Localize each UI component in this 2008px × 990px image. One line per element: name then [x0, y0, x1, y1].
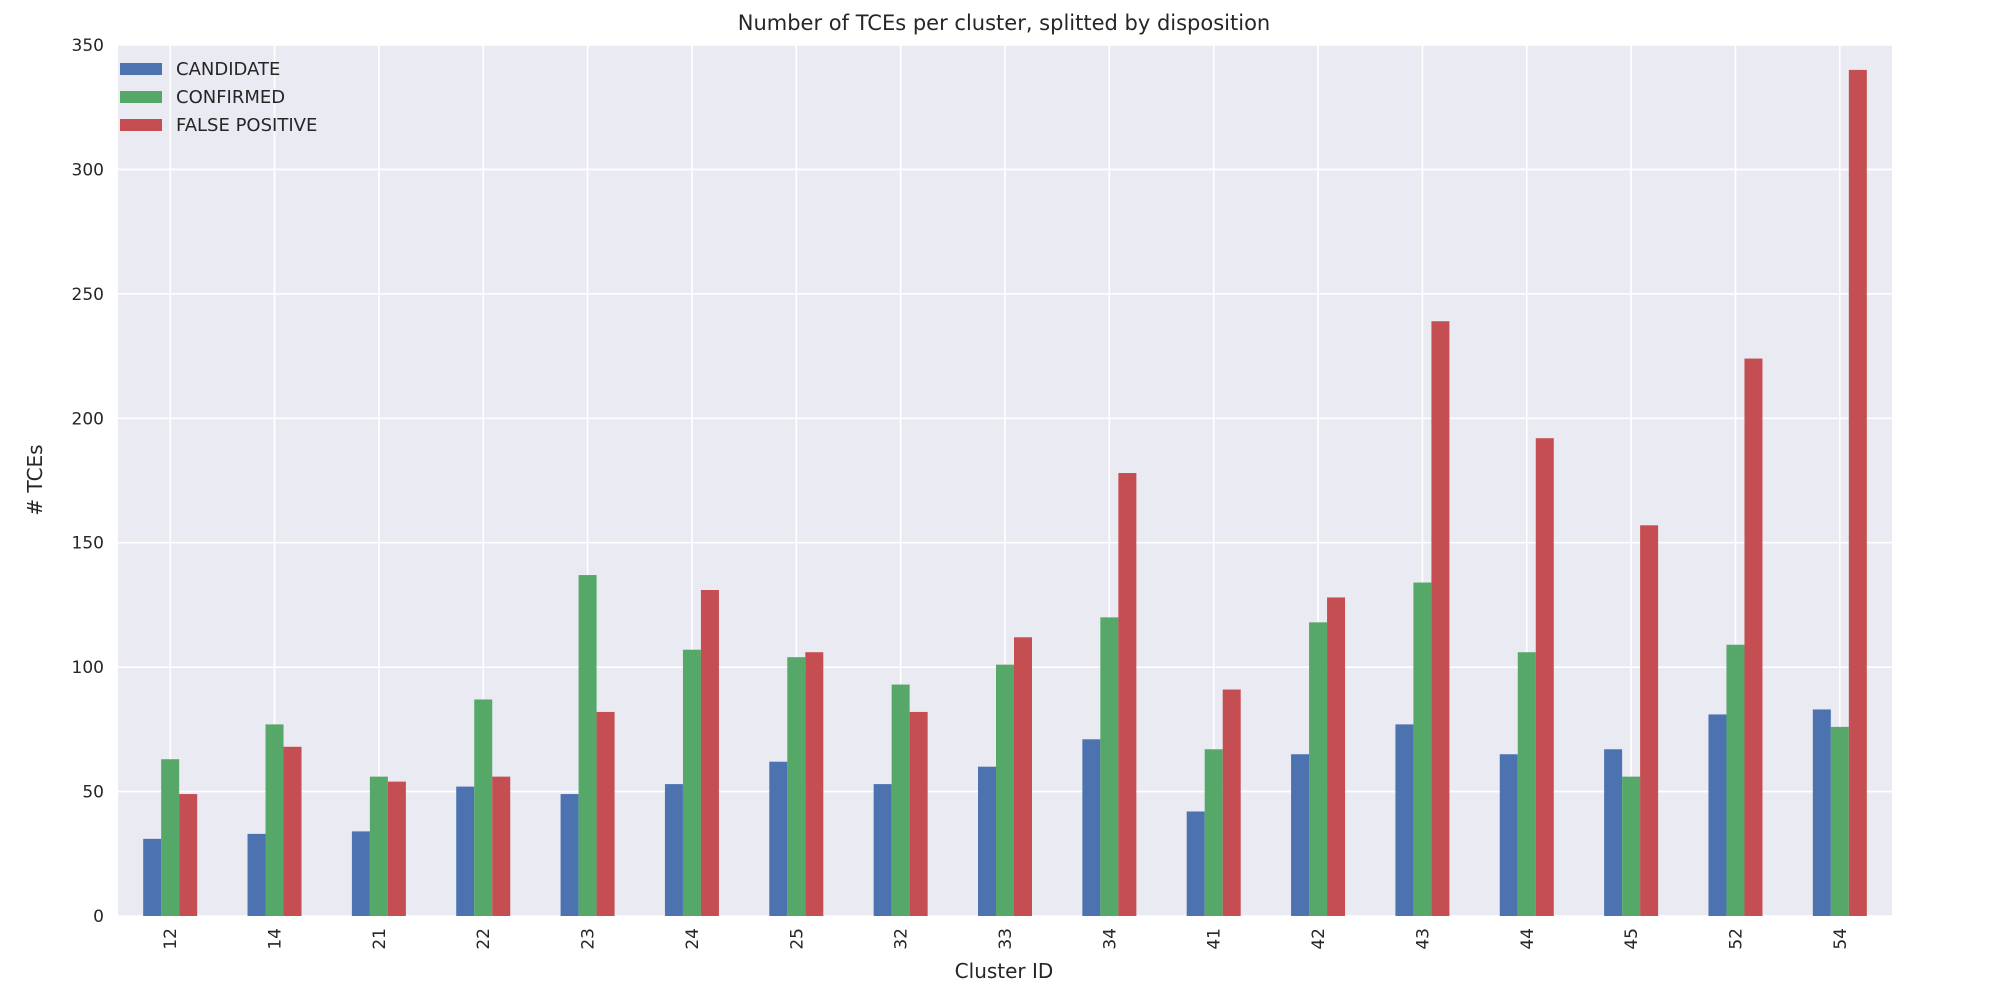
x-tick-label: 22: [474, 928, 494, 950]
bar-candidate-52: [1708, 714, 1727, 916]
x-tick-label: 45: [1622, 928, 1642, 950]
bar-confirmed-14: [265, 724, 284, 916]
bar-candidate-25: [769, 761, 788, 916]
bar-confirmed-23: [578, 575, 597, 916]
bar-candidate-21: [351, 831, 370, 916]
x-tick-label: 33: [996, 928, 1016, 950]
x-tick-label: 12: [161, 928, 181, 950]
bar-false-positive-42: [1327, 597, 1346, 916]
x-tick-label: 41: [1205, 928, 1225, 950]
bar-candidate-41: [1186, 811, 1205, 916]
y-tick-label: 200: [72, 409, 104, 429]
x-tick-label: 43: [1413, 928, 1433, 950]
bar-confirmed-41: [1204, 749, 1223, 916]
legend-label-confirmed: CONFIRMED: [176, 87, 285, 108]
x-tick-label: 25: [787, 928, 807, 950]
bar-confirmed-22: [474, 699, 493, 916]
bar-false-positive-23: [596, 711, 615, 916]
bar-false-positive-43: [1431, 321, 1450, 916]
legend-swatch-candidate: [120, 63, 162, 75]
bar-confirmed-54: [1830, 726, 1849, 916]
x-axis-label: Cluster ID: [955, 959, 1054, 983]
y-tick-label: 250: [72, 285, 104, 305]
bar-confirmed-52: [1726, 644, 1745, 916]
bar-confirmed-33: [996, 664, 1014, 916]
bar-confirmed-45: [1622, 776, 1641, 916]
bar-confirmed-32: [891, 684, 910, 916]
y-tick-label: 300: [72, 160, 104, 180]
bar-false-positive-54: [1848, 69, 1867, 916]
y-tick-label: 50: [82, 783, 104, 803]
x-tick-label: 34: [1100, 928, 1120, 950]
bar-candidate-23: [560, 794, 579, 916]
x-tick-label: 42: [1309, 928, 1329, 950]
bar-false-positive-52: [1744, 358, 1763, 916]
legend-swatch-false-positive: [120, 119, 162, 131]
y-tick-label: 100: [72, 658, 104, 678]
chart-title: Number of TCEs per cluster, splitted by …: [738, 11, 1270, 35]
x-tick-label: 44: [1518, 928, 1538, 950]
bar-candidate-45: [1604, 749, 1623, 916]
bar-candidate-12: [143, 838, 162, 916]
bar-confirmed-25: [787, 657, 806, 916]
bar-candidate-24: [664, 784, 683, 916]
bar-false-positive-12: [179, 794, 198, 916]
bar-candidate-22: [456, 786, 475, 916]
bar-candidate-34: [1082, 739, 1101, 916]
bar-false-positive-34: [1118, 473, 1137, 916]
bar-confirmed-21: [369, 776, 388, 916]
bar-false-positive-44: [1535, 438, 1554, 916]
bar-false-positive-14: [283, 746, 302, 916]
bar-candidate-43: [1395, 724, 1414, 916]
legend-label-candidate: CANDIDATE: [176, 59, 280, 80]
bar-candidate-44: [1499, 754, 1518, 916]
bar-confirmed-12: [161, 759, 180, 916]
bar-false-positive-33: [1014, 637, 1032, 916]
bar-candidate-42: [1291, 754, 1310, 916]
bar-false-positive-32: [909, 711, 928, 916]
legend-swatch-confirmed: [120, 91, 162, 103]
bars: [143, 69, 1867, 916]
y-tick-label: 350: [72, 36, 104, 56]
x-tick-label: 21: [370, 928, 390, 950]
x-tick-label: 52: [1726, 928, 1746, 950]
bar-candidate-33: [978, 766, 996, 916]
x-tick-label: 23: [579, 928, 599, 950]
x-tick-label: 14: [266, 928, 286, 950]
y-axis-ticks: 0 50 100 150 200 250 300 350: [72, 36, 104, 927]
x-tick-label: 24: [683, 928, 703, 950]
x-tick-label: 54: [1831, 928, 1851, 950]
bar-candidate-32: [873, 784, 892, 916]
bar-false-positive-41: [1222, 689, 1241, 916]
bar-candidate-54: [1812, 709, 1831, 916]
y-axis-label: # TCEs: [23, 444, 47, 515]
bar-false-positive-24: [700, 589, 719, 916]
bar-false-positive-22: [492, 776, 511, 916]
legend: CANDIDATE CONFIRMED FALSE POSITIVE: [120, 59, 317, 136]
bar-false-positive-21: [387, 781, 406, 916]
y-tick-label: 0: [93, 907, 104, 927]
bar-confirmed-43: [1413, 582, 1432, 916]
bar-confirmed-44: [1517, 652, 1536, 916]
bar-confirmed-42: [1309, 622, 1328, 916]
bar-candidate-14: [247, 833, 266, 916]
bar-false-positive-45: [1640, 525, 1659, 916]
x-tick-label: 32: [892, 928, 912, 950]
x-axis-ticks: 12 14 21 22 23 24 25 32 33 34 41 42 43 44 45 52 54: [161, 928, 1851, 950]
bar-confirmed-24: [682, 649, 701, 916]
bar-confirmed-34: [1100, 617, 1119, 916]
legend-label-false-positive: FALSE POSITIVE: [176, 115, 317, 136]
bar-false-positive-25: [805, 652, 824, 916]
y-tick-label: 150: [72, 534, 104, 554]
